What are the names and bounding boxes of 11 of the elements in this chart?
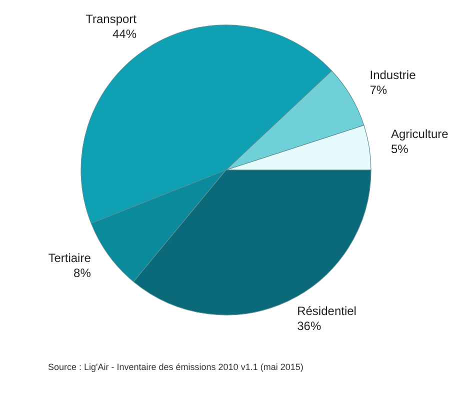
data-label: 7% [370, 82, 388, 97]
slice-label: Agriculture [390, 126, 449, 141]
slice-label: Tertiaire [48, 251, 92, 266]
data-label: 8% [74, 266, 92, 280]
data-label: 5% [390, 142, 409, 156]
slice-label: Résidentiel [297, 304, 356, 318]
slice-label: Industrie [370, 68, 416, 82]
slice-label: Transport [86, 12, 138, 26]
source-note: Source : Lig'Air - Inventaire des émissions 2010 v1.1 (mai 2015) [48, 362, 304, 372]
data-label: 44% [112, 26, 137, 41]
data-label: 36% [297, 319, 322, 334]
